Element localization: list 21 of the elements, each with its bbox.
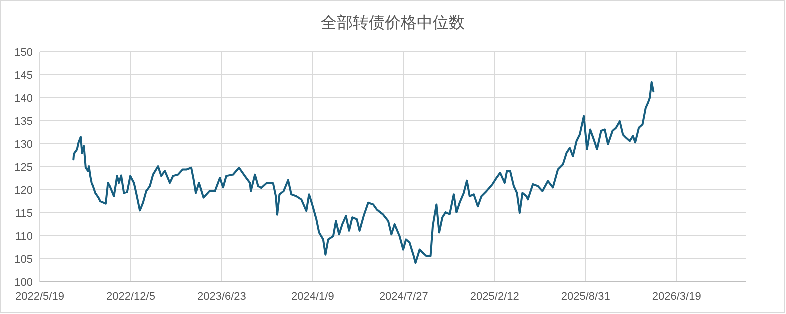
y-tick-label: 110 bbox=[15, 231, 33, 243]
y-tick-label: 125 bbox=[14, 162, 33, 174]
chart-title: 全部转债价格中位数 bbox=[321, 14, 465, 32]
x-tick-label: 2026/3/19 bbox=[652, 291, 702, 303]
y-tick-label: 115 bbox=[15, 208, 33, 220]
x-tick-label: 2025/2/12 bbox=[470, 291, 520, 303]
x-tick-label: 2022/5/19 bbox=[16, 291, 64, 303]
y-tick-label: 100 bbox=[14, 277, 33, 289]
y-tick-label: 145 bbox=[14, 70, 33, 82]
y-tick-label: 120 bbox=[14, 185, 33, 197]
y-tick-label: 105 bbox=[14, 254, 33, 266]
y-tick-label: 140 bbox=[14, 93, 33, 105]
x-tick-label: 2024/7/27 bbox=[379, 291, 428, 303]
y-tick-label: 130 bbox=[14, 139, 33, 151]
x-tick-label: 2023/6/23 bbox=[197, 291, 246, 303]
y-tick-label: 135 bbox=[14, 116, 33, 128]
x-tick-label: 2024/1/9 bbox=[292, 291, 334, 303]
line-series bbox=[72, 81, 655, 264]
y-tick-label: 150 bbox=[14, 47, 33, 59]
x-tick-label: 2025/8/31 bbox=[561, 291, 610, 303]
x-tick-label: 2022/12/5 bbox=[106, 291, 156, 303]
